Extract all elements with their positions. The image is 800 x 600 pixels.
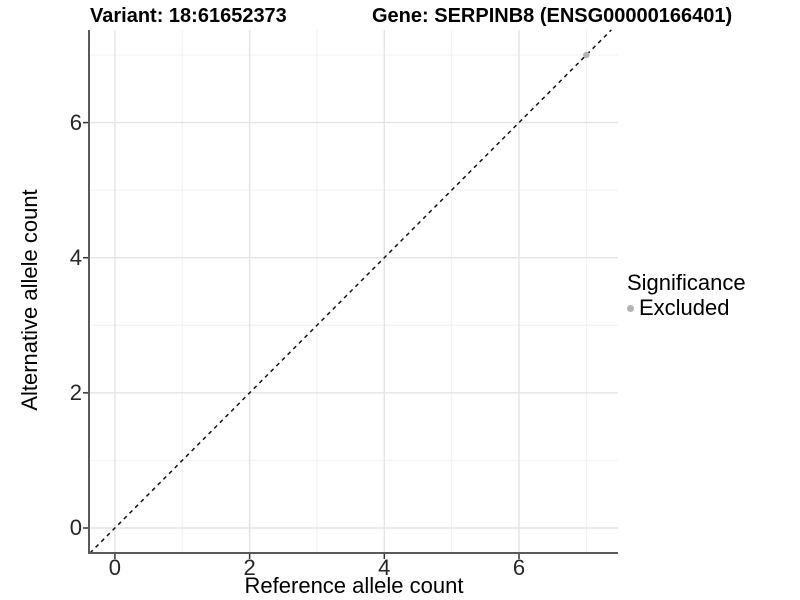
x-tick-label: 6 (512, 555, 526, 580)
legend-items: Excluded (627, 296, 746, 320)
identity-line (89, 29, 612, 554)
y-tick-label: 0 (69, 514, 82, 540)
x-tick-label: 2 (243, 555, 256, 580)
data-point (583, 51, 590, 59)
legend-point-icon (627, 304, 634, 312)
legend-item-label: Excluded (639, 295, 730, 320)
y-tick-label: 4 (69, 244, 82, 270)
y-axis-label: Alternative allele count (17, 189, 42, 411)
y-tick-label: 6 (69, 109, 82, 135)
plot-title-variant: Variant: 18:61652373 (90, 5, 287, 27)
plot-title-gene: Gene: SERPINB8 (ENSG00000166401) (372, 5, 733, 27)
x-tick-label: 4 (378, 555, 391, 580)
x-axis-label: Reference allele count (244, 573, 464, 598)
x-tick-label: 0 (108, 555, 122, 580)
legend: Significance Excluded (627, 270, 746, 320)
y-tick-label: 2 (69, 379, 82, 405)
legend-title: Significance (627, 270, 746, 295)
legend-item: Excluded (627, 296, 746, 320)
